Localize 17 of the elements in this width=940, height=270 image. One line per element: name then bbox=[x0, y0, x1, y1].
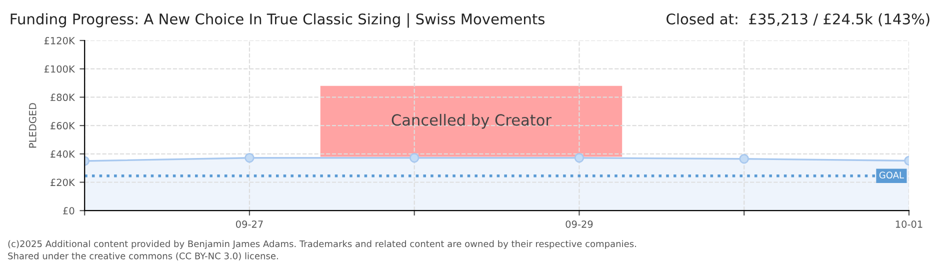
chart-title: Funding Progress: A New Choice In True Classic Sizing | Swiss Movements bbox=[10, 13, 545, 28]
text: Shared under the creative commons (CC BY-NC 3.0) license. bbox=[8, 252, 278, 260]
y-axis-title: PLEDGED bbox=[28, 103, 36, 148]
x-tick-label: 09-29 bbox=[566, 220, 593, 228]
chart-subtitle: Closed at: £35,213 / £24.5k (143%) bbox=[666, 13, 930, 26]
y-tick-label: £80K bbox=[50, 94, 76, 102]
x-tick-label: 09-27 bbox=[236, 220, 263, 228]
x-tick-label: 10-01 bbox=[896, 220, 922, 228]
y-tick-label: £60K bbox=[50, 122, 76, 130]
ref-line-label: GOAL bbox=[879, 172, 904, 178]
annotation: Cancelled by Creator bbox=[392, 114, 552, 129]
y-tick-label: £40K bbox=[50, 150, 76, 158]
y-tick-label: £20K bbox=[50, 178, 76, 186]
y-tick-label: £120K bbox=[44, 36, 76, 44]
y-tick-label: £100K bbox=[44, 65, 76, 73]
y-tick-label: £0 bbox=[63, 207, 74, 214]
text: (c)2025 Additional content provided by Benjamin James Adams. Trademarks and related content are owned by their respective companies. bbox=[8, 240, 636, 249]
